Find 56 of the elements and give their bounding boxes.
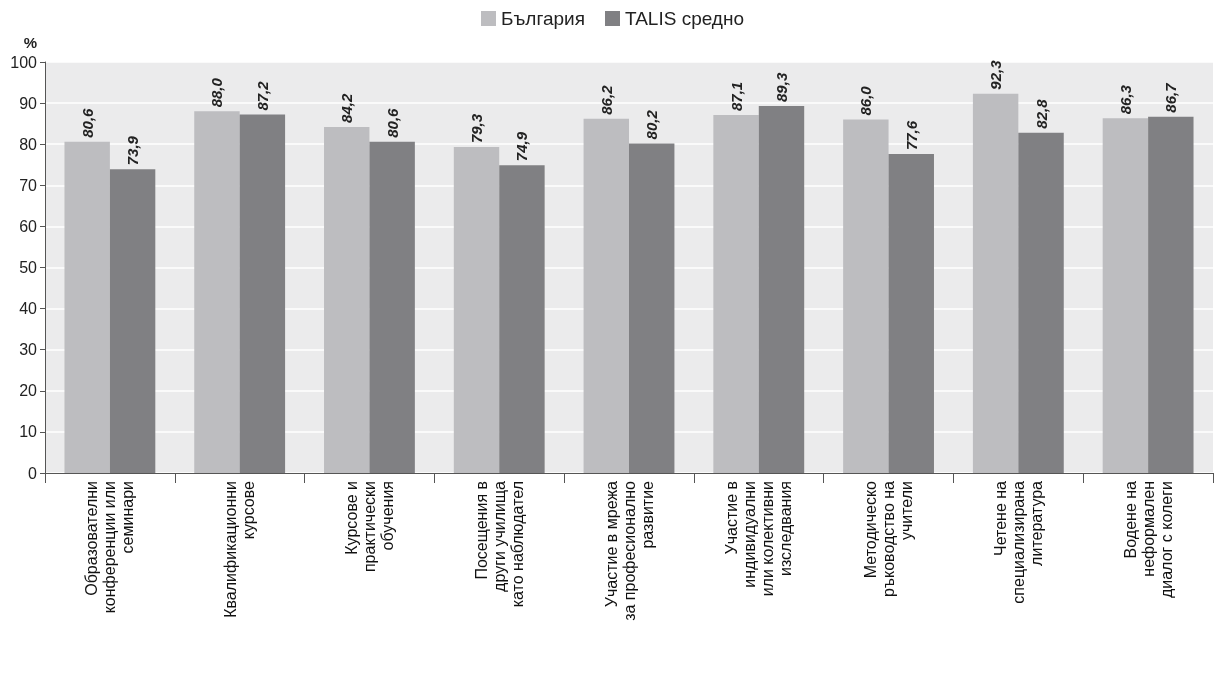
legend-label: България bbox=[501, 8, 585, 29]
y-tick-label: 90 bbox=[19, 94, 38, 112]
y-tick-label: 10 bbox=[19, 423, 38, 441]
bar bbox=[843, 119, 889, 473]
data-label: 79,3 bbox=[468, 113, 486, 144]
y-tick-label: 70 bbox=[19, 176, 38, 194]
data-label: 89,3 bbox=[772, 72, 790, 102]
y-tick-label: 0 bbox=[28, 464, 38, 482]
bar bbox=[369, 141, 415, 473]
bar bbox=[499, 165, 545, 473]
data-label: 80,2 bbox=[643, 109, 661, 140]
data-label: 80,6 bbox=[78, 107, 96, 138]
bar bbox=[194, 111, 240, 473]
y-tick-label: 20 bbox=[19, 382, 38, 400]
data-label: 86,0 bbox=[857, 85, 875, 116]
y-tick-label: 50 bbox=[19, 259, 38, 276]
data-label: 80,6 bbox=[383, 107, 401, 138]
data-label: 86,7 bbox=[1162, 82, 1180, 113]
bar bbox=[324, 126, 370, 473]
bar bbox=[239, 114, 286, 473]
bar bbox=[888, 154, 934, 473]
data-label: 77,6 bbox=[902, 120, 920, 151]
bar bbox=[972, 93, 1019, 473]
data-label: 87,2 bbox=[253, 80, 271, 111]
x-tick-label: Квалификационни курсове bbox=[222, 480, 258, 618]
legend-label: TALIS средно bbox=[624, 8, 745, 29]
x-tick-label: Курсове и практически обучения bbox=[342, 481, 396, 573]
bar bbox=[109, 169, 156, 473]
bar bbox=[583, 118, 629, 473]
data-label: 82,8 bbox=[1032, 98, 1050, 129]
x-tick-label: Методическо ръководство на учители bbox=[862, 480, 916, 597]
y-tick-label: 30 bbox=[19, 341, 38, 359]
data-label: 73,9 bbox=[124, 135, 142, 166]
y-tick-label: 80 bbox=[19, 135, 38, 153]
data-label: 92,3 bbox=[987, 59, 1005, 90]
bar bbox=[453, 147, 500, 473]
bar bbox=[1148, 116, 1194, 473]
x-tick-label: Участие в мрежа за професионално развитие bbox=[602, 480, 656, 621]
bar bbox=[64, 141, 110, 473]
data-label: 84,2 bbox=[338, 93, 356, 123]
x-tick-label: Образователни конференции или семинари bbox=[83, 481, 137, 614]
y-tick-label: 40 bbox=[19, 300, 38, 318]
bar bbox=[1102, 118, 1149, 473]
bar bbox=[758, 105, 805, 473]
x-tick-label: Четене на специализирана литература bbox=[991, 480, 1045, 604]
bar bbox=[629, 143, 675, 473]
y-axis-title: % bbox=[23, 34, 37, 51]
data-label: 86,2 bbox=[597, 84, 615, 115]
y-tick-label: 60 bbox=[19, 217, 38, 235]
data-label: 74,9 bbox=[513, 131, 531, 162]
y-tick-label: 100 bbox=[10, 53, 38, 71]
data-label: 86,3 bbox=[1116, 84, 1134, 115]
data-label: 88,0 bbox=[208, 77, 226, 108]
bar bbox=[713, 115, 759, 473]
bar bbox=[1018, 132, 1064, 473]
data-label: 87,1 bbox=[727, 81, 745, 112]
